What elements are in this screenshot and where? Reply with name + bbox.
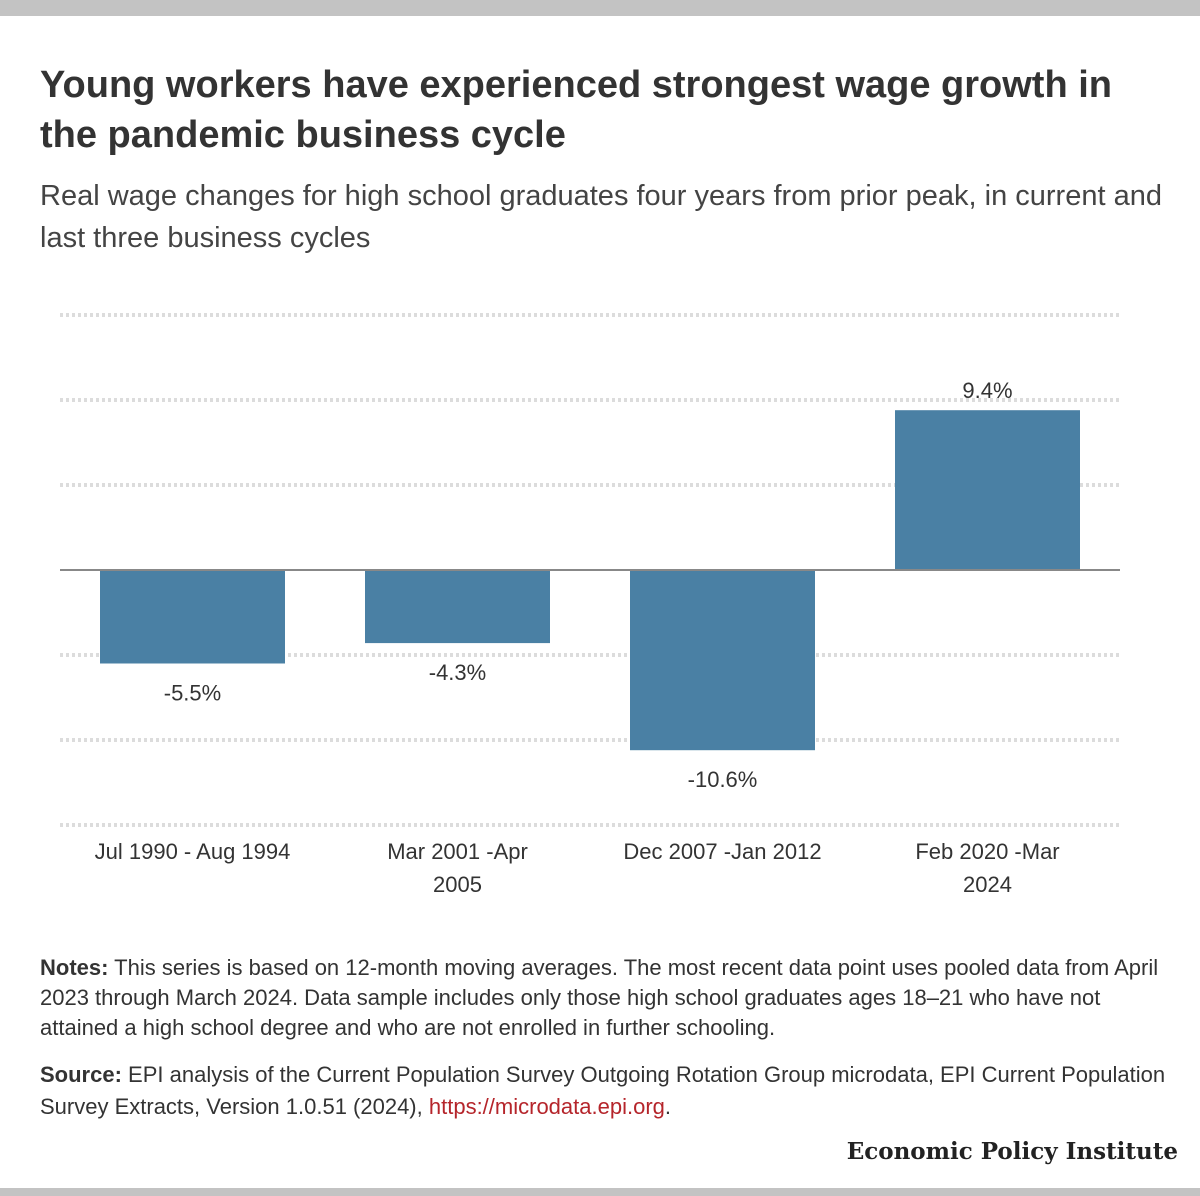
data-label-4: 9.4%: [962, 378, 1012, 403]
x-tick-label-line: 2024: [963, 872, 1012, 897]
x-tick-label-3: Dec 2007 -Jan 2012: [623, 839, 821, 864]
chart-subtitle: Real wage changes for high school gradua…: [40, 180, 1162, 254]
x-tick-label-2: Mar 2001 -Apr 2005: [387, 839, 528, 897]
bar-2: [365, 570, 550, 644]
bottom-border: [0, 1188, 1200, 1196]
bar-4: [895, 410, 1080, 570]
x-tick-label-1: Jul 1990 - Aug 1994: [95, 839, 291, 864]
bar-1: [100, 570, 285, 664]
x-tick-label-line: Dec 2007 -Jan 2012: [623, 839, 821, 864]
top-border: [0, 0, 1200, 16]
notes: Notes: This series is based on 12-month …: [40, 953, 1170, 1043]
epi-logo: Economic Policy Institute: [846, 1138, 1178, 1165]
x-tick-label-line: Jul 1990 - Aug 1994: [95, 839, 291, 864]
notes-text: This series is based on 12-month moving …: [40, 955, 1159, 1040]
data-label-2: -4.3%: [429, 660, 486, 685]
x-tick-label-4: Feb 2020 -Mar 2024: [915, 839, 1059, 897]
notes-label: Notes:: [40, 955, 109, 980]
data-label-1: -5.5%: [164, 681, 221, 706]
data-label-3: -10.6%: [688, 767, 758, 792]
bar-chart: -5.5% -4.3% -10.6% 9.4% Jul 1990 - Aug 1994…: [60, 313, 1120, 897]
source-end: .: [664, 1094, 672, 1119]
source-label: Source:: [40, 1062, 122, 1087]
x-tick-label-line: Mar 2001 -Apr: [387, 839, 528, 864]
source: Source: EPI analysis of the Current Popu…: [40, 1059, 1170, 1123]
bar-3: [630, 570, 815, 751]
x-tick-label-line: 2005: [433, 872, 482, 897]
source-text: EPI analysis of the Current Population S…: [40, 1062, 1166, 1119]
x-tick-label-line: Feb 2020 -Mar: [915, 839, 1059, 864]
source-link[interactable]: https://microdata.epi.org: [428, 1094, 665, 1119]
chart-title: Young workers have experienced strongest…: [40, 64, 1112, 156]
